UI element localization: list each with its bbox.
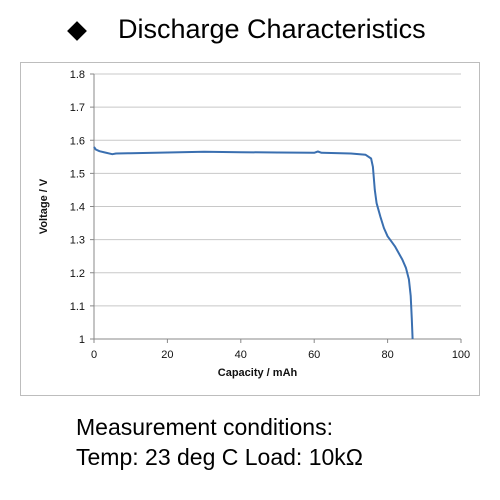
y-tick-label: 1.5: [70, 168, 85, 180]
header: Discharge Characteristics: [0, 10, 500, 54]
x-axis-title: Capacity / mAh: [218, 367, 298, 379]
chart-frame: 1 1.1 1.2 1.3 1.4 1.5 1.6 1.7 1.8 0 20 40 60 80 100 Ca…: [20, 62, 480, 396]
x-tick-label: 20: [161, 349, 173, 361]
conditions-heading: Measurement conditions:: [76, 414, 333, 440]
y-tick-label: 1.3: [70, 235, 85, 247]
y-tick-label: 1: [79, 334, 85, 346]
y-tick-label: 1.4: [70, 202, 85, 214]
y-tick-label: 1.8: [70, 69, 85, 81]
tick-layer: 1 1.1 1.2 1.3 1.4 1.5 1.6 1.7 1.8 0 20 40 60 80 100: [70, 69, 470, 361]
discharge-chart: 1 1.1 1.2 1.3 1.4 1.5 1.6 1.7 1.8 0 20 40 60 80 100 Ca…: [38, 69, 470, 379]
y-tick-label: 1.7: [70, 102, 85, 114]
y-tick-label: 1.1: [70, 301, 85, 313]
measurement-conditions: Measurement conditions: Temp: 23 deg C L…: [76, 412, 496, 472]
x-tick-label: 100: [452, 349, 470, 361]
line-layer: [93, 146, 414, 340]
y-tick-label: 1.2: [70, 268, 85, 280]
grid-layer: [94, 73, 461, 307]
x-tick-label: 80: [381, 349, 393, 361]
y-axis-title: Voltage / V: [38, 178, 50, 234]
discharge-series-line: [93, 146, 414, 340]
conditions-details: Temp: 23 deg C Load: 10kΩ: [76, 444, 363, 470]
x-tick-label: 40: [235, 349, 247, 361]
x-tick-label: 60: [308, 349, 320, 361]
y-tick-label: 1.6: [70, 135, 85, 147]
axis-layer: [90, 73, 462, 343]
x-tick-label: 0: [91, 349, 97, 361]
page-title: Discharge Characteristics: [118, 14, 426, 44]
diamond-bullet-icon: [67, 21, 87, 41]
